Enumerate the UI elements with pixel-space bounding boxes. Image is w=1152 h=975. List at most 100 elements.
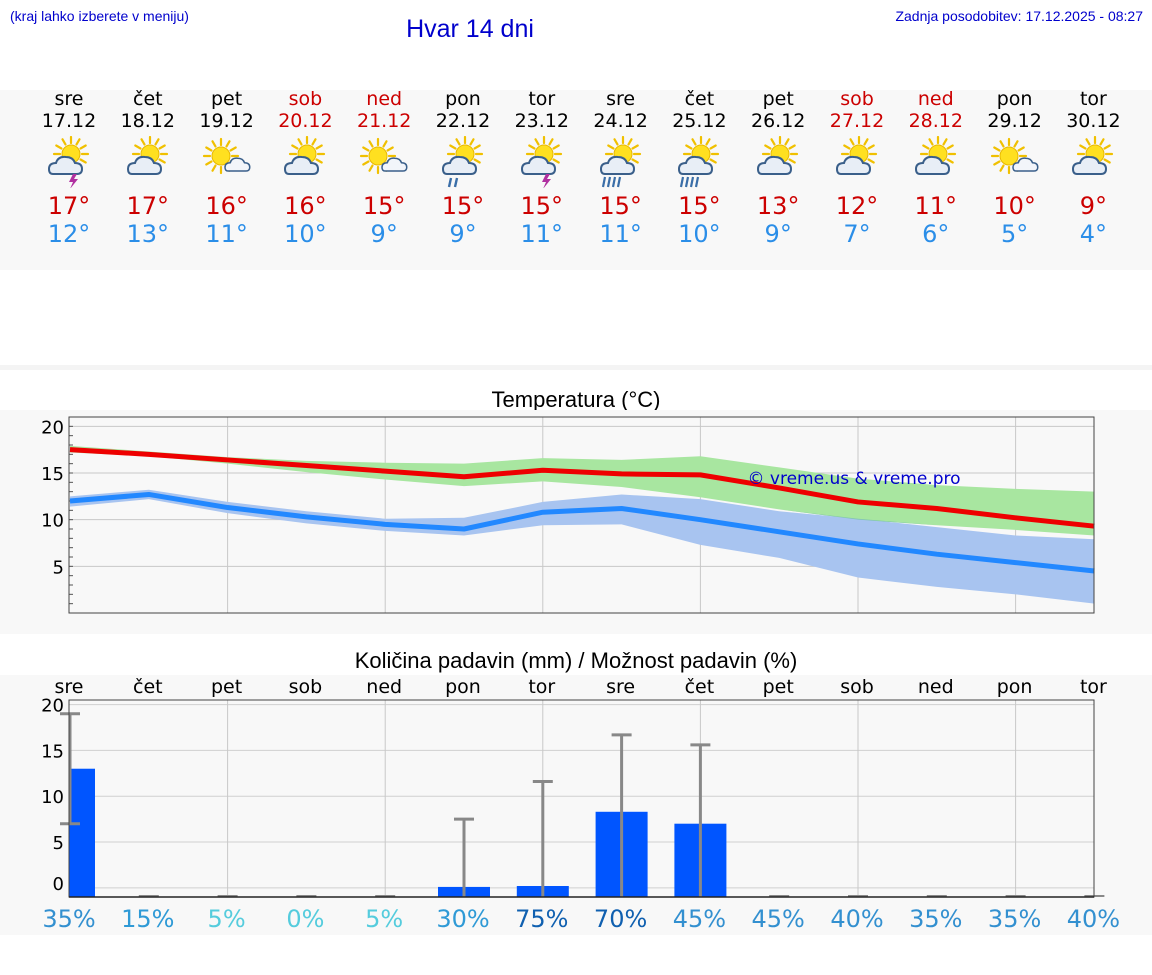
- y-tick-label: 5: [53, 557, 64, 578]
- day-date: 25.12: [672, 110, 727, 132]
- day-name: čet: [684, 88, 715, 110]
- min-temperature: 11°: [520, 220, 564, 248]
- day-column: sre 24.12 15° 11°: [582, 88, 660, 248]
- day-name: sre: [54, 88, 84, 110]
- day-date: 17.12: [41, 110, 97, 132]
- day-column: pon 29.12 10° 5°: [976, 88, 1054, 248]
- max-temperature: 15°: [599, 192, 642, 220]
- day-date: 26.12: [750, 110, 806, 132]
- sun-cloud-icon: [914, 136, 956, 175]
- sun-cloud-heavy-rain-icon: [678, 136, 720, 188]
- precipitation-probability: 35%: [988, 905, 1041, 933]
- sun-cloud-icon: [835, 136, 878, 175]
- day-column: sob 27.12 12° 7°: [818, 88, 896, 248]
- precipitation-probability: 70%: [594, 905, 647, 933]
- day-column: ned 21.12 15° 9°: [345, 88, 423, 248]
- day-label: čet: [133, 676, 163, 698]
- day-name: pet: [762, 88, 794, 110]
- day-label: sob: [840, 676, 874, 698]
- day-date: 18.12: [120, 110, 175, 132]
- min-temperature: 11°: [599, 220, 642, 248]
- day-name: tor: [528, 88, 556, 110]
- day-name: sob: [840, 88, 874, 110]
- precipitation-probability: 5%: [365, 905, 403, 933]
- precipitation-chart-title: Količina padavin (mm) / Možnost padavin …: [354, 648, 798, 673]
- max-temperature: 15°: [362, 192, 406, 220]
- precipitation-probability: 35%: [42, 905, 95, 933]
- day-label: sob: [289, 676, 323, 698]
- max-temperature: 15°: [678, 192, 721, 220]
- day-date: 21.12: [356, 110, 412, 132]
- day-label: ned: [366, 676, 402, 698]
- precipitation-probability: 30%: [436, 905, 489, 933]
- day-label: tor: [528, 676, 555, 698]
- precipitation-probability: 45%: [752, 905, 805, 933]
- precipitation-probability: 35%: [909, 905, 962, 933]
- sun-cloud-heavy-rain-icon: [599, 136, 641, 188]
- sun-cloud-thunder-icon: [520, 136, 562, 188]
- location-hint[interactable]: (kraj lahko izberete v meniju): [10, 8, 189, 24]
- day-column: čet 25.12 15° 10°: [660, 88, 738, 248]
- sun-cloud-thunder-icon: [47, 136, 90, 188]
- day-label: čet: [685, 676, 715, 698]
- y-tick-label: 20: [41, 696, 64, 717]
- sun-small-cloud-icon: [360, 137, 408, 175]
- min-temperature: 11°: [205, 220, 248, 248]
- day-label: tor: [1080, 676, 1107, 698]
- day-date: 30.12: [1066, 110, 1121, 132]
- max-temperature: 11°: [914, 192, 958, 220]
- sun-small-cloud-icon: [202, 137, 251, 175]
- max-temperature: 9°: [1079, 192, 1108, 220]
- precipitation-probability: 45%: [673, 905, 726, 933]
- day-name: sob: [288, 88, 323, 110]
- day-name: pon: [445, 88, 481, 110]
- precipitation-probability: 40%: [830, 905, 883, 933]
- min-temperature: 4°: [1079, 220, 1108, 248]
- temperature-chart-title: Temperatura (°C): [491, 387, 661, 412]
- day-label: pet: [211, 676, 242, 698]
- y-tick-label: 15: [41, 464, 64, 485]
- precipitation-probability: 75%: [515, 905, 568, 933]
- y-tick-label: 10: [41, 511, 64, 532]
- max-temperature: 17°: [47, 192, 91, 220]
- sun-cloud-icon: [1072, 136, 1114, 175]
- max-temperature: 15°: [520, 192, 564, 220]
- precipitation-probability: 15%: [121, 905, 174, 933]
- day-column: tor 30.12 9° 4°: [1054, 88, 1132, 248]
- max-temperature-line: [69, 447, 1095, 529]
- page-title: Hvar 14 dni: [406, 15, 534, 43]
- max-temperature: 17°: [126, 192, 170, 220]
- max-temperature: 15°: [441, 192, 485, 220]
- day-date: 27.12: [829, 110, 885, 132]
- max-temperature: 12°: [835, 192, 879, 220]
- min-temperature-line: [69, 491, 1095, 574]
- min-temperature: 9°: [370, 220, 398, 248]
- y-tick-label: 20: [41, 417, 64, 438]
- min-temperature: 10°: [678, 220, 721, 248]
- forecast-band: [0, 90, 1152, 270]
- day-date: 29.12: [987, 110, 1042, 132]
- day-column: sre 17.12 17° 12°: [30, 88, 108, 248]
- sun-cloud-icon: [757, 136, 799, 175]
- precipitation-probability: 0%: [286, 905, 324, 933]
- day-name: pet: [210, 88, 243, 110]
- min-temperature: 9°: [764, 220, 792, 248]
- day-name: čet: [133, 88, 163, 110]
- day-date: 20.12: [278, 110, 333, 132]
- day-label: sre: [55, 676, 84, 698]
- precipitation-probability: 5%: [208, 905, 246, 933]
- divider: [0, 365, 1152, 370]
- max-temperature: 10°: [993, 192, 1036, 220]
- day-column: ned 28.12 11° 6°: [897, 88, 975, 248]
- day-column: pon 22.12 15° 9°: [424, 88, 502, 248]
- day-date: 19.12: [199, 110, 254, 132]
- watermark: © vreme.us & vreme.pro: [747, 469, 960, 489]
- day-column: pet 19.12 16° 11°: [188, 88, 266, 248]
- day-label: pon: [997, 676, 1033, 698]
- sun-small-cloud-icon: [990, 137, 1039, 175]
- precipitation-probability: 40%: [1067, 905, 1120, 933]
- day-name: ned: [917, 88, 954, 110]
- y-tick-label: 0: [53, 874, 64, 895]
